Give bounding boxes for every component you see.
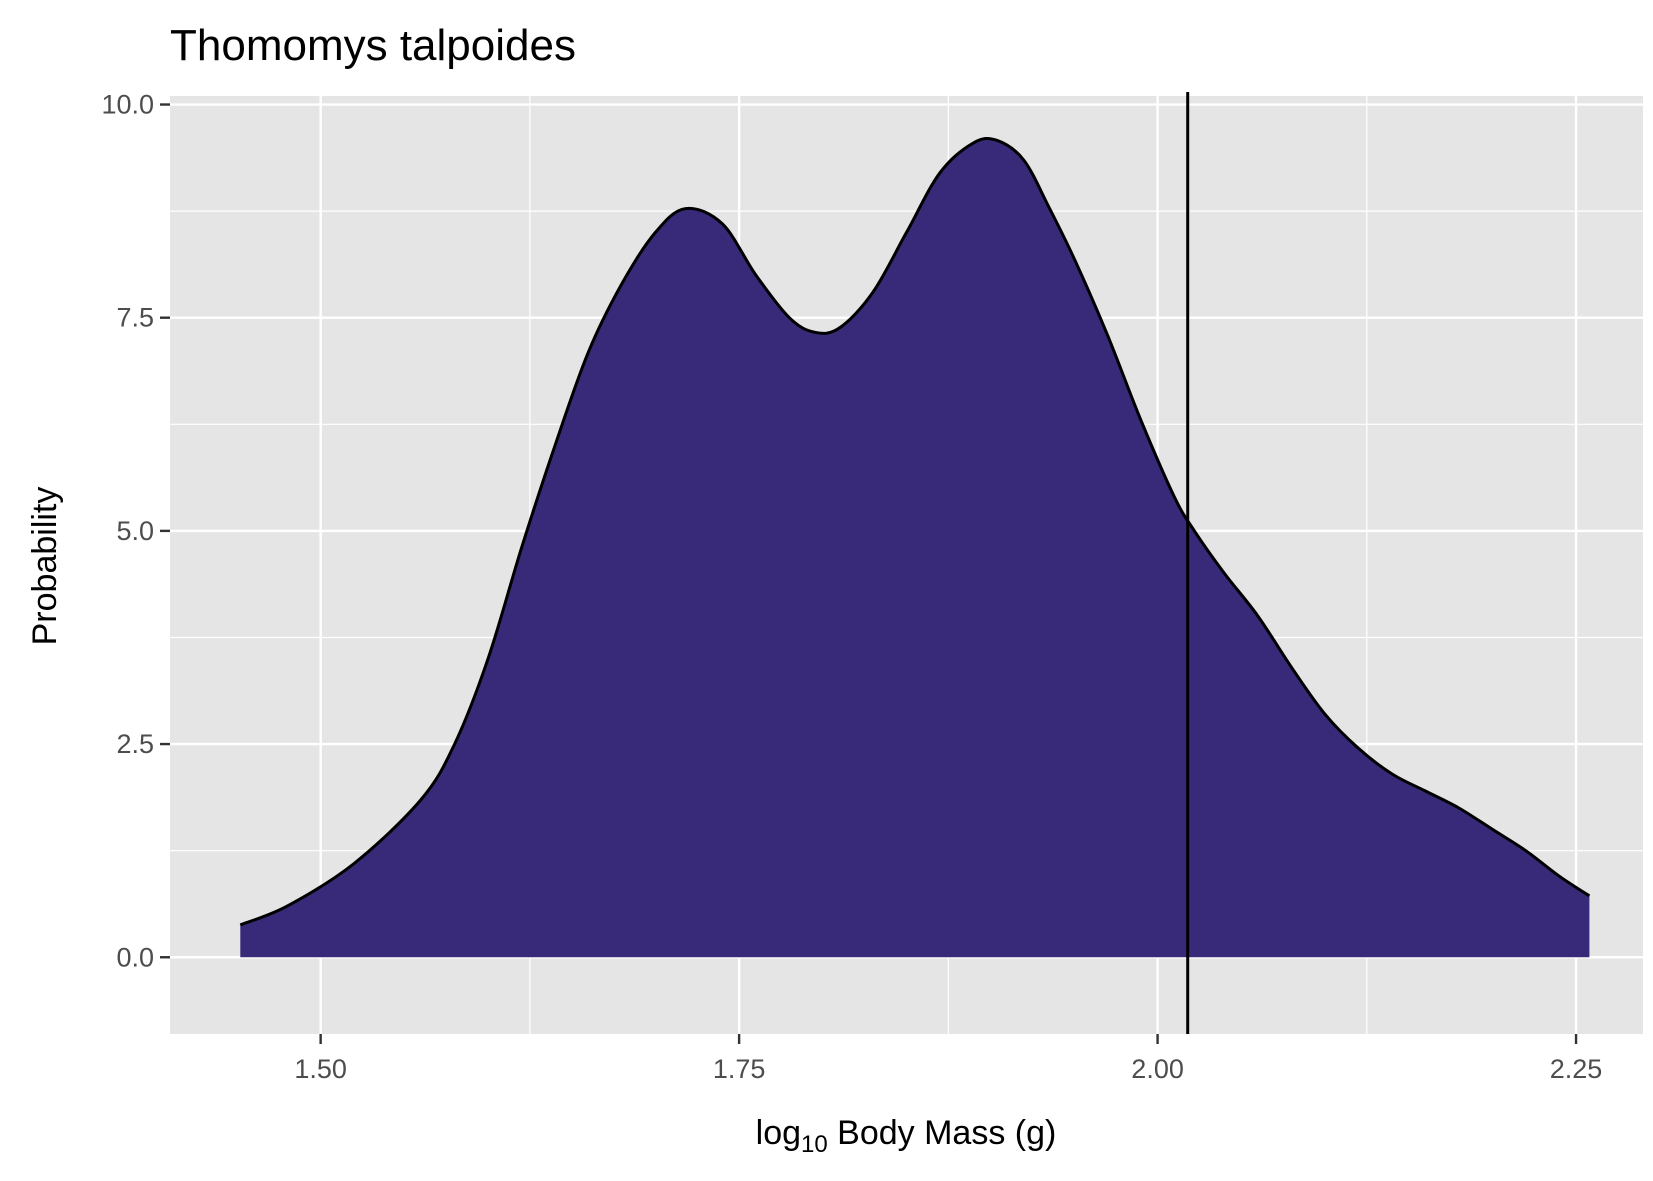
density-outline <box>239 136 1591 927</box>
x-axis-title: log10 Body Mass (g) <box>756 1114 1057 1158</box>
y-tick-label: 2.5 <box>116 729 154 759</box>
y-axis-title: Probability <box>26 487 64 646</box>
x-tick-label: 2.25 <box>1550 1054 1603 1084</box>
x-tick-label: 1.50 <box>294 1054 347 1084</box>
x-axis-title-main: log <box>756 1114 801 1152</box>
density-series <box>239 136 1591 958</box>
x-axis-title-rest: Body Mass (g) <box>828 1114 1057 1152</box>
x-tick-label: 1.75 <box>713 1054 766 1084</box>
y-tick-label: 10.0 <box>101 90 154 120</box>
x-axis: 1.50 1.75 2.00 2.25 <box>294 1034 1602 1084</box>
y-axis: 0.0 2.5 5.0 7.5 10.0 <box>101 90 170 972</box>
chart-title: Thomomys talpoides <box>170 21 576 70</box>
y-tick-label: 7.5 <box>116 303 154 333</box>
density-area <box>240 138 1590 958</box>
y-tick-label: 5.0 <box>116 516 154 546</box>
x-axis-title-subscript: 10 <box>801 1131 828 1158</box>
y-tick-label: 0.0 <box>116 942 154 972</box>
x-tick-label: 2.00 <box>1131 1054 1184 1084</box>
